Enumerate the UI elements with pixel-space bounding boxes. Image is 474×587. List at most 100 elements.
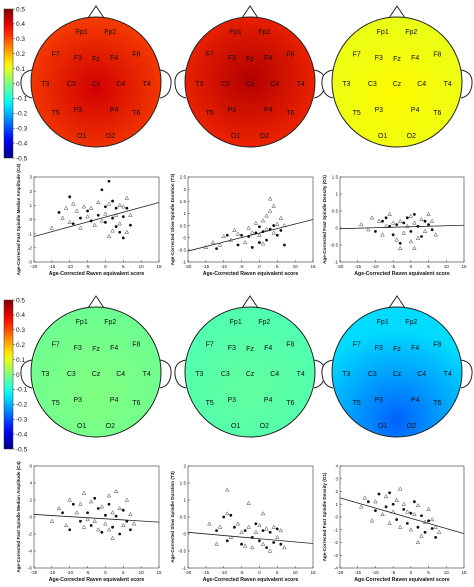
electrode-label: Cz bbox=[246, 371, 255, 378]
x-tick-label: -5 bbox=[240, 264, 245, 269]
data-point-open bbox=[74, 510, 80, 515]
x-tick-label: 0 bbox=[258, 570, 261, 575]
data-point-open bbox=[369, 518, 375, 523]
electrode-label: F7 bbox=[52, 342, 60, 349]
data-point-open bbox=[92, 222, 97, 227]
colorbar-layer: 0.5 0.4 0.3 0.2 0.1 0 -0.1 -0.2 -0.3 -0.4 -0.5 0.5 0… bbox=[3, 6, 28, 453]
colorbar-tick-label: 0.3 bbox=[16, 327, 25, 334]
electrode-label: O2 bbox=[407, 423, 416, 430]
data-point-open bbox=[264, 226, 269, 231]
x-tick-label: -10 bbox=[372, 264, 379, 269]
y-tick-label: 3 bbox=[335, 476, 338, 481]
regression-line bbox=[33, 514, 160, 523]
electrode-label: P4 bbox=[110, 107, 119, 114]
data-point-open bbox=[408, 239, 414, 244]
x-tick-label: 5 bbox=[122, 570, 125, 575]
colorbar-tick-label: 0.2 bbox=[16, 342, 25, 349]
right-ear bbox=[460, 69, 473, 99]
left-ear bbox=[321, 359, 334, 389]
data-point-filled bbox=[250, 536, 254, 539]
x-tick-label: -20 bbox=[337, 570, 344, 575]
electrode-label: Fz bbox=[393, 346, 401, 353]
electrode-label: Fp1 bbox=[76, 319, 88, 326]
data-point-filled bbox=[114, 206, 118, 210]
x-axis-label: Age-Corrected Raven equivalent score bbox=[354, 577, 450, 583]
data-point-open bbox=[398, 218, 403, 223]
data-point-filled bbox=[420, 514, 423, 518]
data-point-open bbox=[422, 519, 428, 524]
data-point-open bbox=[217, 242, 223, 247]
data-point-filled bbox=[114, 225, 118, 228]
data-point-filled bbox=[265, 546, 268, 549]
data-point-filled bbox=[402, 507, 406, 511]
electrode-label: O2 bbox=[106, 423, 115, 430]
electrode-label: T5 bbox=[206, 400, 214, 407]
data-point-filled bbox=[79, 519, 82, 523]
data-point-open bbox=[239, 529, 244, 534]
data-point-filled bbox=[374, 230, 377, 233]
data-point-open bbox=[387, 520, 392, 525]
colorbar-tick-label: -0.3 bbox=[16, 417, 28, 424]
nose bbox=[87, 295, 105, 309]
y-tick-label: -1 bbox=[182, 566, 187, 571]
data-point-filled bbox=[125, 519, 129, 523]
y-tick-label: -0.5 bbox=[178, 549, 186, 554]
x-tick-label: 15 bbox=[461, 264, 467, 269]
x-tick-label: 15 bbox=[310, 570, 316, 575]
electrode-label: F3 bbox=[74, 55, 82, 62]
data-point-open bbox=[246, 500, 251, 505]
data-point-open bbox=[429, 218, 435, 223]
electrode-label: F8 bbox=[132, 342, 140, 349]
y-tick-label: 1 bbox=[183, 498, 186, 503]
colorbar bbox=[3, 8, 14, 159]
electrode-label: T5 bbox=[52, 110, 60, 117]
data-point-open bbox=[203, 244, 209, 249]
scatter-bottom-middle: -20 -15 -10 -5 0 5 10 15 -1 -0.5 0 0.5 1 1.5 2 Age-Corr… bbox=[170, 464, 316, 583]
y-tick-label: -3 bbox=[334, 553, 339, 558]
data-point-filled bbox=[254, 522, 258, 526]
data-point-filled bbox=[366, 500, 370, 504]
data-point-open bbox=[275, 221, 280, 226]
data-point-filled bbox=[275, 527, 279, 531]
regression-line bbox=[33, 202, 160, 237]
data-point-open bbox=[124, 229, 130, 234]
data-point-open bbox=[78, 225, 83, 230]
data-point-filled bbox=[96, 213, 100, 217]
x-tick-label: 10 bbox=[444, 570, 450, 575]
data-point-open bbox=[359, 504, 364, 509]
colorbar-tick-label: -0.5 bbox=[16, 155, 28, 162]
data-point-filled bbox=[402, 221, 406, 225]
data-point-open bbox=[103, 211, 108, 216]
data-point-open bbox=[88, 205, 94, 210]
data-point-open bbox=[257, 232, 262, 237]
electrode-label: Fp2 bbox=[104, 29, 116, 36]
x-tick-label: 15 bbox=[156, 264, 162, 269]
data-point-open bbox=[275, 534, 280, 539]
electrode-label: C3 bbox=[67, 81, 76, 88]
data-point-open bbox=[242, 240, 248, 245]
y-tick-label: -1 bbox=[28, 231, 33, 236]
x-tick-label: -15 bbox=[49, 570, 56, 575]
x-tick-label: -10 bbox=[66, 264, 73, 269]
data-point-open bbox=[242, 543, 248, 548]
data-point-open bbox=[117, 221, 122, 226]
data-point-filled bbox=[100, 188, 104, 192]
data-point-open bbox=[113, 212, 119, 217]
data-point-open bbox=[405, 223, 410, 228]
y-tick-label: -1 bbox=[334, 527, 339, 532]
data-point-open bbox=[380, 511, 385, 516]
electrode-label: C4 bbox=[116, 81, 125, 88]
y-tick-label: 0 bbox=[183, 235, 186, 240]
x-tick-label: -10 bbox=[66, 570, 73, 575]
data-point-open bbox=[436, 529, 442, 534]
electrode-label: C3 bbox=[221, 81, 230, 88]
data-point-filled bbox=[129, 223, 132, 227]
colorbar-tick-label: -0.2 bbox=[16, 402, 28, 409]
x-tick-label: 15 bbox=[461, 570, 467, 575]
electrode-label: T5 bbox=[52, 400, 60, 407]
data-point-open bbox=[366, 227, 371, 232]
y-tick-label: 4 bbox=[29, 481, 32, 486]
data-point-filled bbox=[250, 246, 254, 249]
data-point-filled bbox=[423, 219, 427, 223]
